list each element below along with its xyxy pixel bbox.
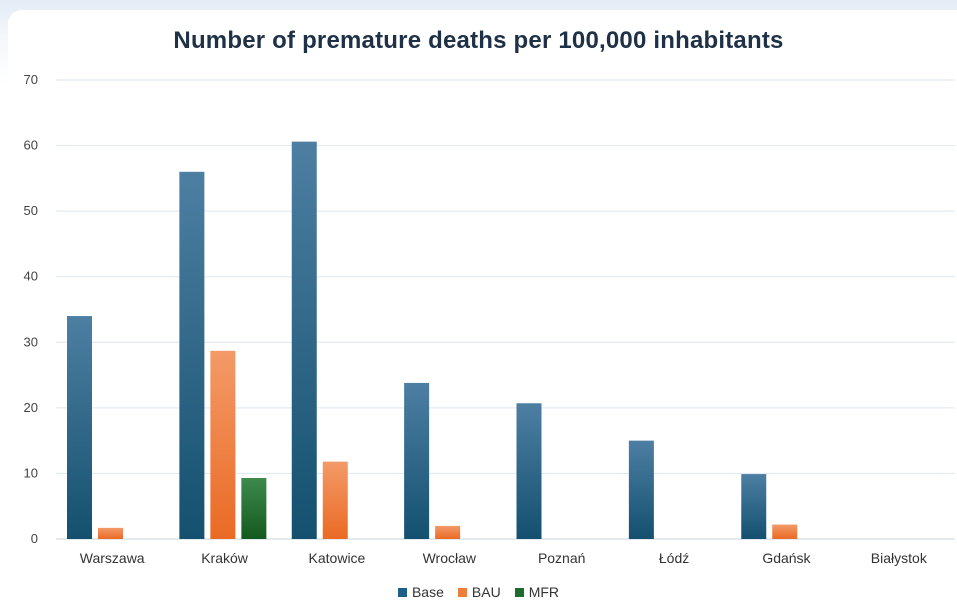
legend-label: BAU	[471, 584, 501, 600]
bar-mfr-1	[241, 478, 267, 539]
chart-card	[8, 10, 957, 613]
legend-item-mfr: MFR	[514, 584, 560, 600]
bar-base-0	[67, 316, 92, 539]
y-tick-label: 70	[24, 72, 38, 87]
legend-item-bau: BAU	[457, 584, 501, 600]
chart-title: Number of premature deaths per 100,000 i…	[173, 27, 784, 54]
x-category-label: Poznań	[538, 550, 585, 566]
y-tick-label: 60	[24, 138, 38, 153]
legend-swatch	[514, 587, 524, 597]
x-category-label: Wrocław	[423, 550, 477, 566]
x-category-label: Gdańsk	[762, 550, 811, 566]
bar-base-3	[404, 382, 430, 539]
bar-base-1	[179, 171, 205, 540]
x-category-label: Kraków	[201, 550, 249, 566]
y-tick-label: 40	[24, 269, 38, 284]
y-tick-label: 50	[24, 203, 38, 218]
legend-swatch	[397, 587, 407, 597]
legend-label: Base	[411, 584, 444, 600]
bar-bau-2	[322, 461, 348, 539]
bar-bau-6	[772, 524, 798, 539]
x-category-label: Łódź	[659, 550, 689, 566]
legend: Base BAU MFR	[0, 584, 957, 600]
legend-item-base: Base	[397, 584, 444, 600]
bar-base-6	[741, 474, 767, 539]
y-tick-label: 20	[24, 400, 38, 415]
x-category-label: Warszawa	[80, 550, 145, 566]
bar-bau-0	[98, 527, 123, 539]
bar-base-2	[291, 141, 317, 539]
bar-bau-1	[210, 350, 236, 539]
y-tick-label: 0	[31, 531, 38, 546]
bar-bau-3	[435, 525, 461, 539]
legend-label: MFR	[528, 584, 560, 600]
x-category-label: Białystok	[871, 550, 928, 566]
y-tick-label: 10	[24, 465, 38, 480]
bar-base-5	[628, 440, 654, 539]
legend-swatch	[457, 587, 467, 597]
y-tick-label: 30	[24, 334, 38, 349]
bar-base-4	[516, 403, 542, 539]
x-category-label: Katowice	[309, 550, 366, 566]
